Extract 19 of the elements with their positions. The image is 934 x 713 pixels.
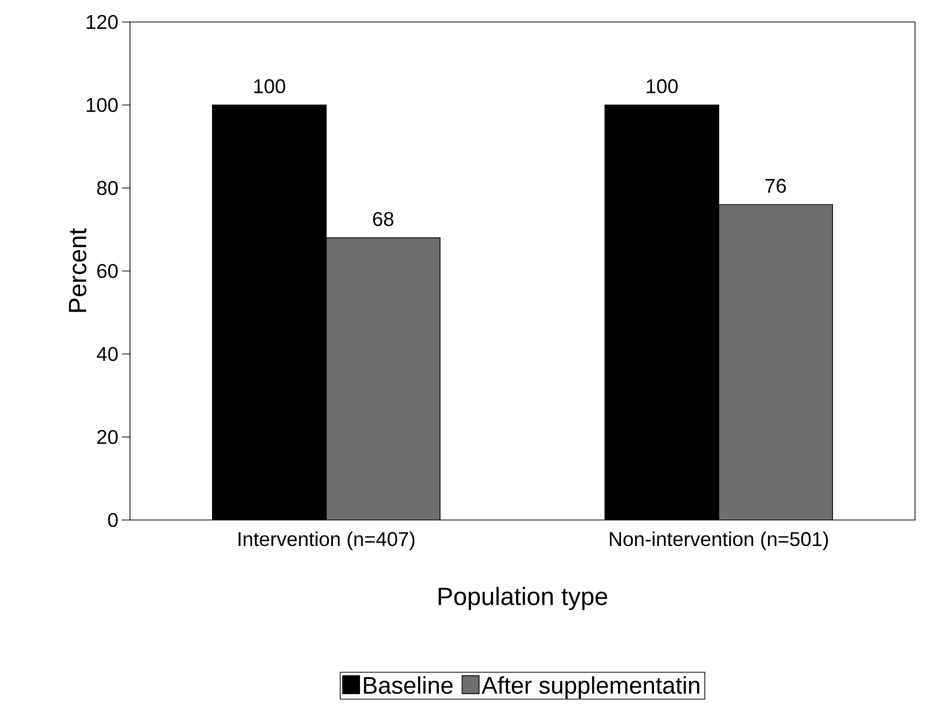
y-tick-label: 100 — [86, 98, 118, 112]
x-axis-title: Population type — [438, 586, 608, 610]
data-label: 100 — [254, 79, 286, 94]
bar — [718, 204, 833, 520]
y-tick-label: 20 — [97, 430, 118, 444]
y-tick-label: 80 — [97, 180, 118, 196]
y-tick-label: 0 — [108, 512, 118, 528]
bar — [326, 237, 440, 520]
y-tick-label: 60 — [97, 264, 118, 278]
legend-label: Baseline — [364, 676, 453, 694]
x-tick-label: Intervention (n=407) — [238, 532, 414, 550]
x-tick-label: Non-intervention (n=501) — [610, 532, 828, 550]
data-label: 76 — [766, 178, 786, 193]
y-tick-label: 120 — [86, 14, 118, 30]
data-label: 100 — [646, 79, 678, 94]
y-tick-label: 40 — [96, 346, 118, 362]
legend-label: After supplementatin — [482, 676, 700, 699]
y-axis-title: Percent — [69, 228, 86, 312]
data-label: 68 — [373, 212, 394, 226]
